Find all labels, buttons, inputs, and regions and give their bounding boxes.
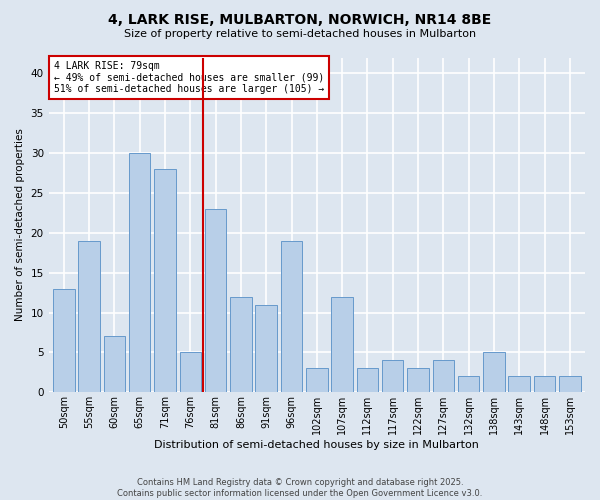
Bar xyxy=(79,241,100,392)
Bar xyxy=(483,352,505,393)
Bar xyxy=(154,169,176,392)
Bar xyxy=(382,360,403,392)
Text: 4, LARK RISE, MULBARTON, NORWICH, NR14 8BE: 4, LARK RISE, MULBARTON, NORWICH, NR14 8… xyxy=(109,12,491,26)
Text: 4 LARK RISE: 79sqm
← 49% of semi-detached houses are smaller (99)
51% of semi-de: 4 LARK RISE: 79sqm ← 49% of semi-detache… xyxy=(54,61,324,94)
Bar xyxy=(433,360,454,392)
Bar xyxy=(407,368,429,392)
Bar xyxy=(534,376,555,392)
Bar xyxy=(356,368,378,392)
Y-axis label: Number of semi-detached properties: Number of semi-detached properties xyxy=(15,128,25,322)
Bar xyxy=(179,352,201,393)
Bar xyxy=(205,209,226,392)
Bar xyxy=(331,296,353,392)
Bar xyxy=(230,296,251,392)
Text: Contains HM Land Registry data © Crown copyright and database right 2025.
Contai: Contains HM Land Registry data © Crown c… xyxy=(118,478,482,498)
Text: Size of property relative to semi-detached houses in Mulbarton: Size of property relative to semi-detach… xyxy=(124,29,476,39)
X-axis label: Distribution of semi-detached houses by size in Mulbarton: Distribution of semi-detached houses by … xyxy=(154,440,479,450)
Bar xyxy=(281,241,302,392)
Bar xyxy=(458,376,479,392)
Bar xyxy=(53,288,74,393)
Bar xyxy=(256,304,277,392)
Bar xyxy=(508,376,530,392)
Bar xyxy=(104,336,125,392)
Bar xyxy=(306,368,328,392)
Bar xyxy=(129,153,151,392)
Bar xyxy=(559,376,581,392)
